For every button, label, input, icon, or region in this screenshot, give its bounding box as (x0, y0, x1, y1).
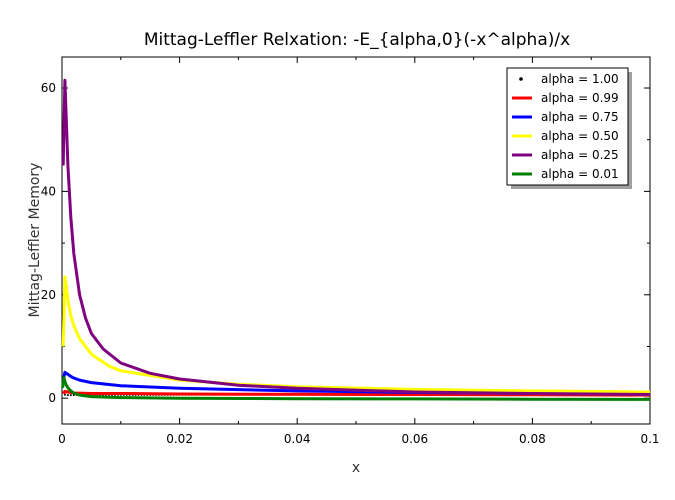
chart-title: Mittag-Leffler Relxation: -E_{alpha,0}(-… (144, 30, 570, 50)
x-tick-label: 0.1 (640, 432, 659, 446)
x-tick-label: 0.06 (401, 432, 428, 446)
legend-box (506, 67, 629, 186)
y-tick-label: 40 (41, 184, 56, 198)
series-point (69, 394, 72, 397)
x-tick-label: 0.02 (166, 432, 193, 446)
legend-entry-label: alpha = 0.25 (541, 148, 619, 162)
legend-entry-label: alpha = 0.50 (541, 129, 619, 143)
x-tick-label: 0 (58, 432, 66, 446)
series-alpha-0-01 (61, 376, 651, 401)
series-alpha-0-99 (62, 389, 651, 397)
y-axis-label: Mittag-Leffler Memory (27, 163, 43, 318)
series-point (66, 394, 69, 397)
legend-entry-label: alpha = 0.99 (541, 91, 619, 105)
legend-entry-label: alpha = 1.00 (541, 72, 619, 86)
y-tick-label: 20 (41, 288, 56, 302)
legend-entry-label: alpha = 0.75 (541, 110, 619, 124)
y-tick-label: 60 (41, 81, 56, 95)
series-alpha-0-50 (61, 275, 651, 394)
legend-marker (519, 77, 523, 81)
legend-entry-label: alpha = 0.01 (541, 167, 619, 181)
x-tick-label: 0.08 (519, 432, 546, 446)
y-tick-label: 0 (48, 391, 56, 405)
x-axis-label: x (352, 460, 360, 476)
series-group (61, 78, 651, 401)
series-alpha-0-25 (61, 78, 651, 396)
axis-ticks: 0 0.02 0.04 0.06 0.08 0.1 0 20 40 60 (41, 57, 660, 446)
legend: alpha = 1.00 alpha = 0.99 alpha = 0.75 alph… (506, 67, 632, 189)
x-tick-label: 0.04 (284, 432, 311, 446)
